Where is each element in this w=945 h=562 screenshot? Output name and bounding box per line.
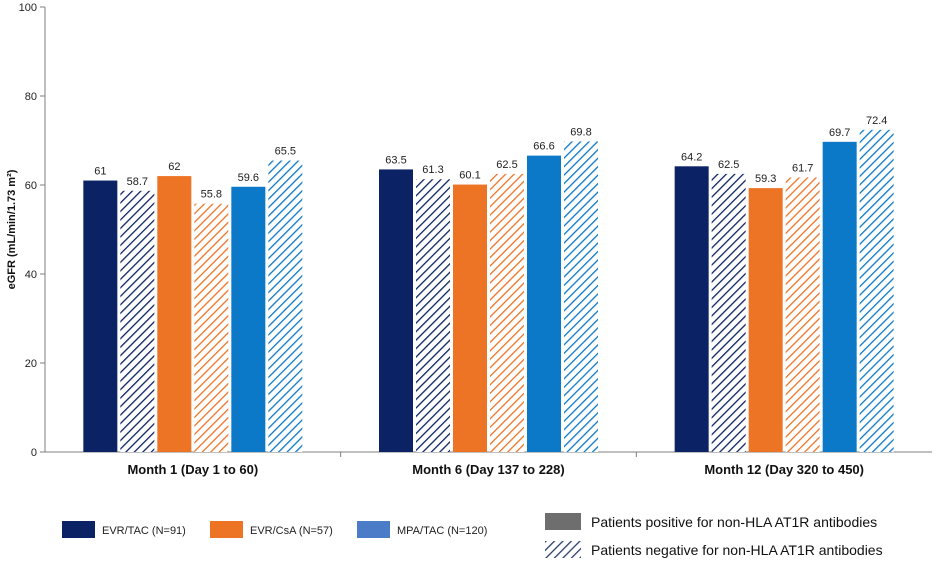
data-label-mpa-tac-negative-1: 65.5 bbox=[275, 146, 296, 158]
category-label-1: Month 1 (Day 1 to 60) bbox=[127, 462, 258, 477]
bar-mpa-tac-positive-1 bbox=[231, 186, 266, 452]
legend-swatch-mpa-tac-n-120 bbox=[357, 521, 390, 538]
bar-evr-tac-positive-3 bbox=[674, 166, 709, 452]
data-label-mpa-tac-positive-3: 69.7 bbox=[829, 127, 850, 139]
y-tick-label: 100 bbox=[19, 2, 37, 14]
legend-label-hatched: Patients negative for non-HLA AT1R antib… bbox=[591, 542, 883, 558]
legend-label-mpa-tac-n-120: MPA/TAC (N=120) bbox=[397, 525, 487, 537]
bar-evr-csa-negative-2 bbox=[490, 173, 524, 452]
bar-evr-csa-negative-3 bbox=[785, 177, 820, 452]
y-tick-label: 60 bbox=[25, 180, 37, 192]
category-label-3: Month 12 (Day 320 to 450) bbox=[704, 462, 864, 477]
legend-label-solid: Patients positive for non-HLA AT1R antib… bbox=[591, 514, 877, 530]
data-labels: 61 58.7 62 55.8 59.6 65.5 63.5 61.3 60.1 62.5 66.6… bbox=[94, 115, 887, 201]
data-label-evr-csa-positive-2: 60.1 bbox=[459, 170, 480, 182]
legend-label-evr-tac-n-91: EVR/TAC (N=91) bbox=[102, 525, 186, 537]
y-tick-label: 20 bbox=[25, 358, 37, 370]
data-label-evr-csa-positive-1: 62 bbox=[168, 161, 180, 173]
y-axis-title: eGFR (mL/min/1.73 m²) bbox=[6, 169, 18, 289]
legend: EVR/TAC (N=91) EVR/CsA (N=57) MPA/TAC (N=1… bbox=[62, 513, 883, 558]
legend-swatch-hatched bbox=[545, 541, 581, 558]
data-label-evr-csa-negative-3: 61.7 bbox=[792, 162, 813, 174]
data-label-evr-tac-negative-1: 58.7 bbox=[127, 176, 148, 188]
data-label-mpa-tac-negative-3: 72.4 bbox=[866, 115, 887, 127]
bar-evr-csa-positive-2 bbox=[453, 184, 487, 452]
data-label-evr-tac-negative-3: 62.5 bbox=[718, 159, 739, 171]
bar-evr-csa-positive-3 bbox=[748, 188, 783, 453]
y-tick-label: 0 bbox=[31, 447, 37, 459]
bar-evr-tac-negative-2 bbox=[416, 179, 450, 452]
axes: 0 20 40 60 80 100 eGFR (mL/min/1.73 m²) Month 1… bbox=[6, 2, 932, 477]
bar-mpa-tac-positive-3 bbox=[822, 141, 857, 452]
data-label-evr-csa-negative-1: 55.8 bbox=[201, 189, 222, 201]
data-label-mpa-tac-positive-1: 59.6 bbox=[238, 172, 259, 184]
bar-mpa-tac-negative-2 bbox=[564, 141, 598, 452]
data-label-mpa-tac-negative-2: 69.8 bbox=[570, 126, 591, 138]
data-label-evr-tac-positive-1: 61 bbox=[94, 166, 106, 178]
bar-evr-tac-negative-1 bbox=[120, 190, 155, 452]
bar-mpa-tac-negative-3 bbox=[859, 129, 894, 452]
legend-label-evr-csa-n-57: EVR/CsA (N=57) bbox=[250, 525, 333, 537]
bar-mpa-tac-positive-2 bbox=[527, 155, 561, 452]
y-tick-label: 80 bbox=[25, 91, 37, 103]
bar-evr-tac-positive-2 bbox=[379, 169, 413, 453]
data-label-evr-tac-positive-3: 64.2 bbox=[681, 151, 702, 163]
legend-swatch-solid bbox=[545, 513, 581, 530]
data-label-evr-tac-positive-2: 63.5 bbox=[385, 154, 406, 166]
legend-swatch-evr-tac-n-91 bbox=[62, 521, 95, 538]
data-label-evr-tac-negative-2: 61.3 bbox=[422, 164, 443, 176]
category-label-2: Month 6 (Day 137 to 228) bbox=[412, 462, 564, 477]
bar-evr-tac-positive-1 bbox=[83, 180, 118, 453]
bar-evr-tac-negative-3 bbox=[711, 173, 746, 452]
data-label-evr-csa-positive-3: 59.3 bbox=[755, 173, 776, 185]
bars bbox=[83, 129, 894, 453]
legend-swatch-evr-csa-n-57 bbox=[210, 521, 243, 538]
bar-evr-csa-positive-1 bbox=[157, 176, 192, 452]
y-tick-label: 40 bbox=[25, 269, 37, 281]
data-label-evr-csa-negative-2: 62.5 bbox=[496, 159, 517, 171]
data-label-mpa-tac-positive-2: 66.6 bbox=[533, 141, 554, 153]
bar-mpa-tac-negative-1 bbox=[268, 160, 303, 452]
bar-evr-csa-negative-1 bbox=[194, 203, 229, 452]
